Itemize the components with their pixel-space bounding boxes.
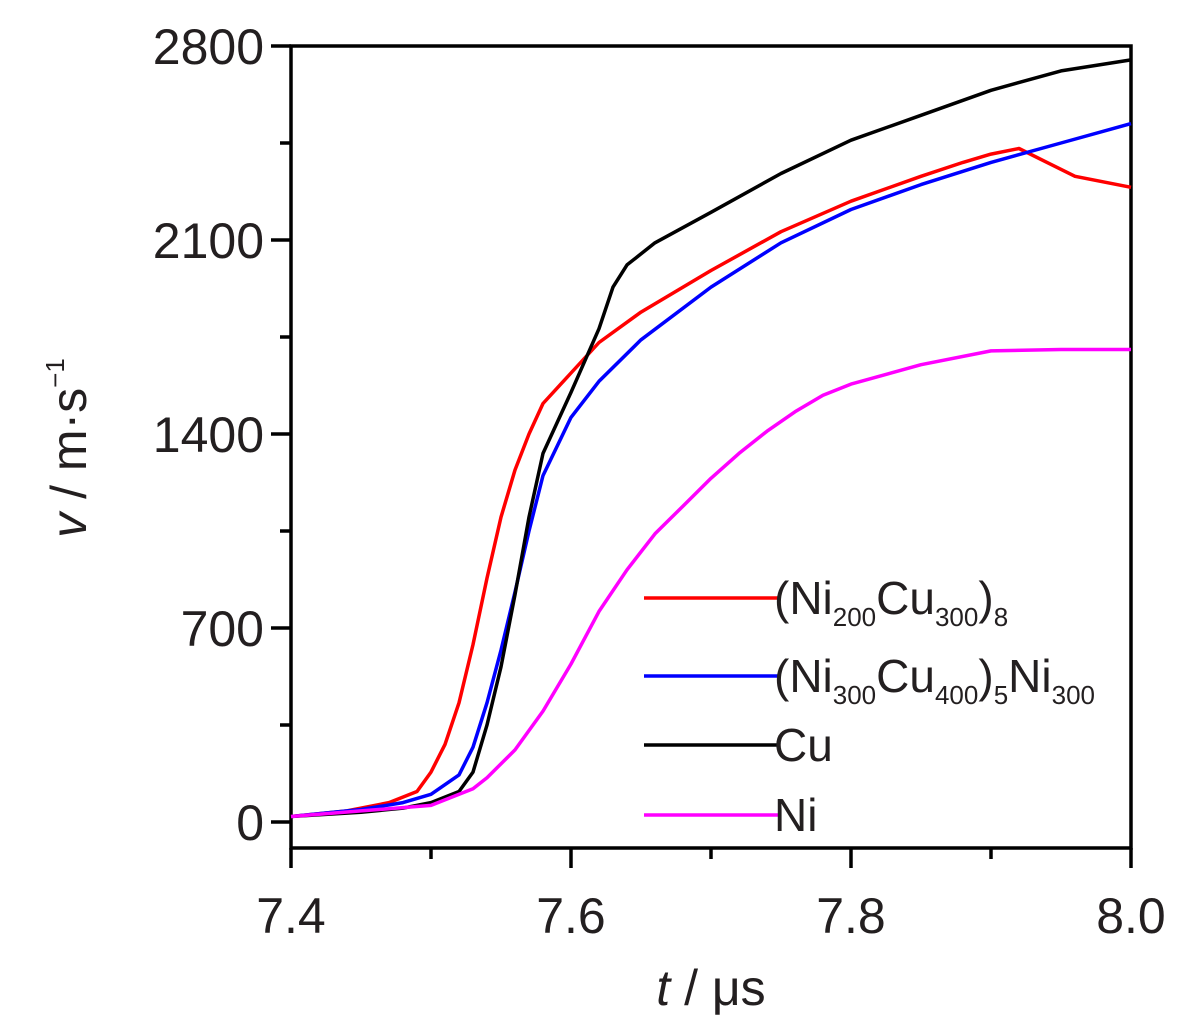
x-axis-title: t / μs bbox=[656, 960, 765, 1016]
y-axis-title: v / m·s−1 bbox=[40, 358, 97, 538]
x-tick-label: 7.8 bbox=[816, 888, 886, 944]
x-axis-unit: / μs bbox=[670, 960, 765, 1016]
series-line-ni bbox=[290, 347, 1131, 819]
legend-label-part: Cu bbox=[774, 719, 833, 771]
y-tick-label: 0 bbox=[236, 795, 264, 851]
legend-label-part: ) bbox=[978, 650, 993, 702]
legend-label-part: 5 bbox=[994, 680, 1008, 710]
y-axis-unit: / m·s bbox=[41, 388, 97, 513]
y-axis-symbol: v bbox=[41, 510, 97, 538]
legend-label-part: 300 bbox=[833, 680, 876, 710]
legend-label-part: 300 bbox=[935, 602, 978, 632]
y-tick-label: 1400 bbox=[153, 407, 264, 463]
ticks bbox=[271, 44, 1133, 868]
x-axis-symbol: t bbox=[656, 960, 672, 1016]
y-tick-label: 700 bbox=[181, 601, 264, 657]
x-tick-label: 8.0 bbox=[1096, 888, 1166, 944]
x-tick-label: 7.4 bbox=[256, 888, 326, 944]
legend-label-part: 300 bbox=[1052, 680, 1095, 710]
legend-label-part: 400 bbox=[935, 680, 978, 710]
series-line-ni300cu400 bbox=[290, 121, 1132, 819]
legend-label-part: Cu bbox=[876, 650, 935, 702]
legend-label-part: (Ni bbox=[774, 572, 833, 624]
plot-frame bbox=[289, 44, 1133, 850]
legend-label-part: 8 bbox=[994, 602, 1008, 632]
series-line-cu bbox=[290, 58, 1132, 819]
series-line-ni200cu300 bbox=[290, 146, 1132, 819]
y-tick-label: 2800 bbox=[153, 19, 264, 75]
y-tick-label: 2100 bbox=[153, 213, 264, 269]
tick-labels: 7.4 7.6 7.8 8.0 0 700 1400 2100 2800 bbox=[153, 19, 1166, 944]
legend-label-cu: Cu bbox=[774, 719, 833, 771]
legend-label-ni300cu400: (Ni300Cu400)5Ni300 bbox=[774, 650, 1095, 710]
legend-label-part: ) bbox=[978, 572, 993, 624]
legend-label-part: 200 bbox=[833, 602, 876, 632]
y-axis-unit-exponent: −1 bbox=[40, 358, 70, 388]
legend-label-ni: Ni bbox=[774, 789, 817, 841]
x-tick-label: 7.6 bbox=[536, 888, 606, 944]
legend-label-ni200cu300: (Ni200Cu300)8 bbox=[774, 572, 1008, 632]
series-group bbox=[290, 58, 1132, 819]
legend-label-part: Ni bbox=[774, 789, 817, 841]
legend-label-part: Ni bbox=[1008, 650, 1051, 702]
legend-label-part: (Ni bbox=[774, 650, 833, 702]
legend-label-part: Cu bbox=[876, 572, 935, 624]
